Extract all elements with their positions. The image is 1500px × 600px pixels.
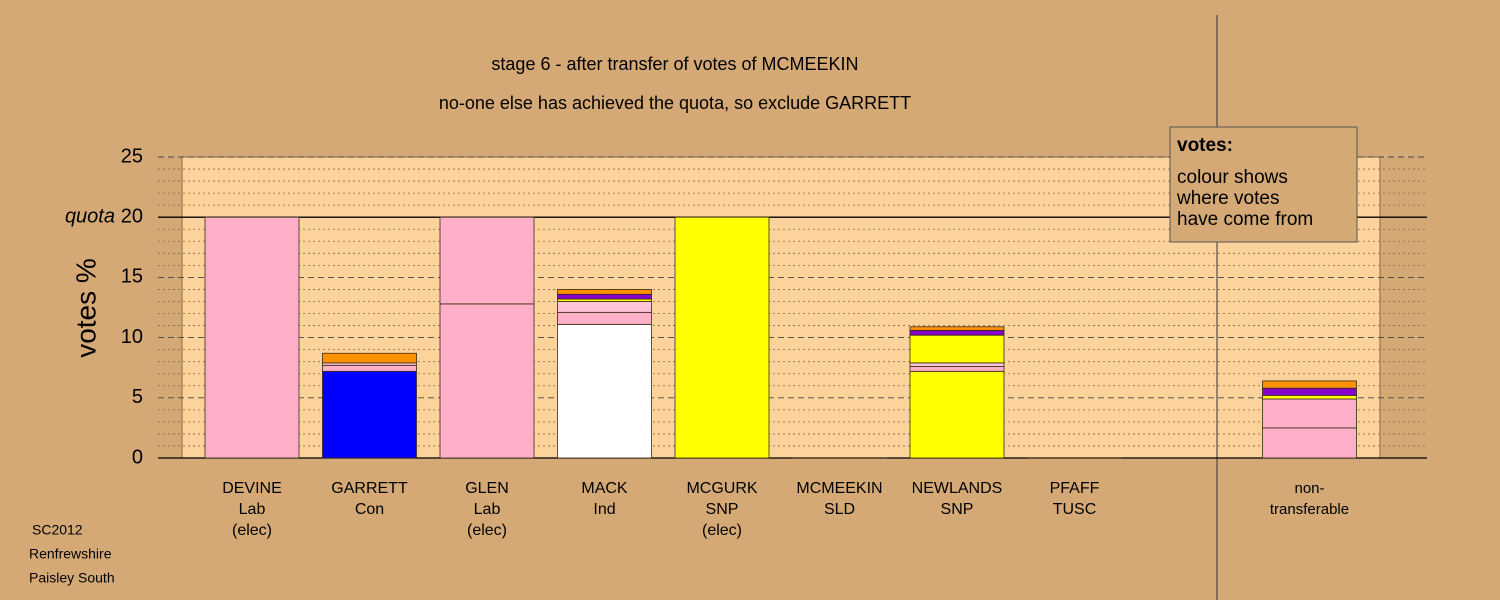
x-tick-label: SNP — [941, 501, 974, 518]
bar-segment — [322, 364, 417, 372]
bar-segment — [909, 326, 1005, 331]
bar-segment — [909, 366, 1005, 372]
y-tick-label: 0 — [132, 446, 143, 468]
y-tick-label: 15 — [121, 266, 143, 288]
y-tick-label: 5 — [132, 386, 143, 408]
bar-segment — [557, 289, 652, 295]
x-tick-label: SNP — [706, 501, 739, 518]
bar-segment — [322, 352, 417, 364]
x-tick-label: MCMEEKIN — [796, 480, 882, 497]
x-tick-label: (elec) — [232, 522, 272, 539]
bar-segment — [909, 329, 1005, 336]
bar-segment — [909, 370, 1005, 459]
bar-segment — [1262, 387, 1357, 396]
bar-segment — [439, 303, 535, 459]
bar-segment — [1262, 394, 1357, 400]
bar-segment — [909, 362, 1005, 367]
x-tick-label: Lab — [474, 501, 501, 518]
x-tick-label: Lab — [239, 501, 266, 518]
bar-segment — [439, 216, 535, 305]
y-axis-label: votes % — [70, 258, 101, 358]
bar-segment — [1262, 398, 1357, 429]
x-tick-label: transferable — [1270, 501, 1349, 518]
chart-title: stage 6 - after transfer of votes of MCM… — [491, 54, 858, 74]
x-tick-label: NEWLANDS — [912, 480, 1003, 497]
x-tick-label: MCGURK — [686, 480, 757, 497]
bar-segment — [322, 370, 417, 459]
legend-title: votes: — [1177, 135, 1233, 156]
bar-segment — [1262, 380, 1357, 389]
x-tick-label: SLD — [824, 501, 855, 518]
x-tick-label: (elec) — [467, 522, 507, 539]
y-tick-label: 25 — [121, 145, 143, 167]
legend-box — [1169, 126, 1358, 243]
chart-subtitle: no-one else has achieved the quota, so e… — [439, 93, 911, 113]
y-tick-label: 10 — [121, 326, 143, 348]
bar-segment — [204, 216, 300, 459]
legend-text: colour shows — [1177, 167, 1288, 188]
x-tick-label: MACK — [581, 480, 628, 497]
bar-segment — [1262, 427, 1357, 459]
quota-label: quota — [65, 205, 115, 227]
bar-segment — [557, 293, 652, 300]
legend-text: have come from — [1177, 209, 1313, 230]
x-tick-label: Ind — [593, 501, 615, 518]
x-tick-label: non- — [1294, 480, 1324, 497]
legend-text: where votes — [1176, 188, 1279, 209]
bar-segment — [674, 216, 770, 459]
y-tick-label: 20 — [121, 205, 143, 227]
bar-segment — [557, 323, 652, 459]
x-tick-label: PFAFF — [1050, 480, 1100, 497]
bar-segment — [909, 334, 1005, 364]
bars — [204, 216, 1357, 459]
footer-text: Renfrewshire — [29, 546, 112, 562]
x-tick-label: TUSC — [1053, 501, 1097, 518]
footer-text: Paisley South — [29, 570, 115, 586]
x-tick-label: (elec) — [702, 522, 742, 539]
x-tick-label: DEVINE — [222, 480, 282, 497]
footer-text: SC2012 — [32, 522, 83, 538]
x-tick-label: GLEN — [465, 480, 509, 497]
x-tick-label: Con — [355, 501, 384, 518]
x-tick-label: GARRETT — [331, 480, 408, 497]
bar-segment — [557, 301, 652, 313]
legend: votes: colour shows where votes have com… — [1169, 126, 1358, 243]
bar-segment — [557, 311, 652, 325]
